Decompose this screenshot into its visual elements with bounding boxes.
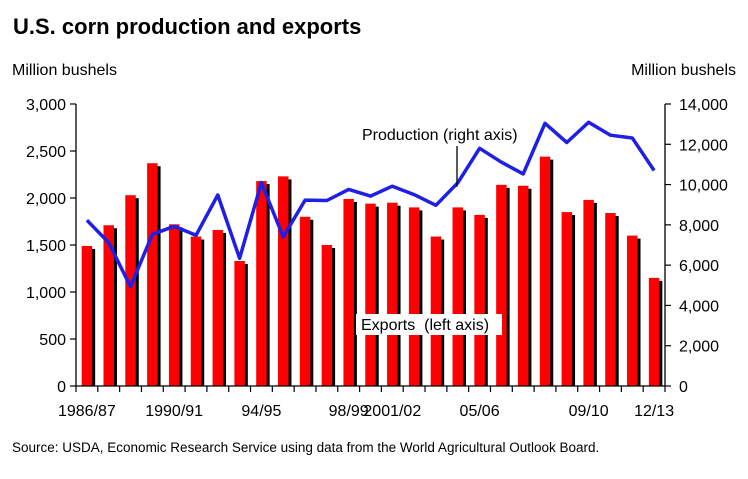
- export-bar: [583, 199, 594, 386]
- production-annotation-background: [358, 124, 530, 145]
- right-axis-tick-label: 0: [679, 379, 688, 396]
- export-bar: [234, 260, 245, 386]
- export-bar: [278, 176, 289, 386]
- right-axis-tick-label: 8,000: [679, 218, 719, 235]
- right-axis-tick-label: 2,000: [679, 339, 719, 356]
- export-bar: [190, 236, 202, 386]
- x-axis-tick-label: 1986/87: [58, 403, 116, 420]
- export-bar: [103, 225, 114, 386]
- exports-annotation: Exports (left axis): [361, 317, 489, 334]
- left-axis-tick-label: 1,000: [26, 285, 66, 302]
- right-axis-tick-label: 6,000: [679, 258, 719, 275]
- export-bars: [81, 156, 663, 386]
- export-bar: [147, 163, 158, 386]
- x-axis-tick-label: 2001/02: [363, 403, 421, 420]
- source-note: Source: USDA, Economic Research Service …: [12, 440, 600, 455]
- export-bar: [496, 184, 507, 386]
- export-bar: [430, 236, 442, 386]
- right-axis-unit-label: Million bushels: [631, 62, 736, 79]
- left-axis-unit-label: Million bushels: [12, 62, 117, 79]
- x-axis-tick-label: 94/95: [241, 403, 281, 420]
- left-axis-tick-label: 3,000: [26, 97, 66, 114]
- export-bar: [408, 207, 420, 386]
- production-points: [86, 122, 655, 287]
- axis-ticks: 0 500 1,000 1,500 2,000 2,500 3,000 0 2,000 4,000…: [26, 97, 728, 420]
- export-bar: [474, 214, 485, 386]
- left-axis-tick-label: 500: [39, 332, 66, 349]
- export-bar: [321, 245, 333, 386]
- export-bar: [605, 213, 616, 386]
- export-bar: [81, 245, 93, 386]
- x-axis-tick-label: 98/99: [329, 403, 369, 420]
- right-axis-tick-label: 12,000: [679, 137, 728, 154]
- export-bar: [168, 224, 180, 386]
- right-axis-tick-label: 10,000: [679, 178, 728, 195]
- export-bar: [365, 203, 376, 386]
- exports-annotation-background: [356, 314, 502, 335]
- production-annotation: Production (right axis): [362, 127, 518, 144]
- export-bar: [387, 202, 398, 386]
- left-axis-tick-label: 0: [57, 379, 66, 396]
- export-bar: [212, 229, 224, 386]
- export-bar: [517, 185, 529, 386]
- export-bar: [648, 277, 660, 386]
- export-bar: [452, 207, 463, 386]
- export-bar: [627, 235, 638, 386]
- export-bar: [561, 212, 573, 386]
- x-axis-tick-label: 1990/91: [145, 403, 203, 420]
- export-bar: [343, 198, 354, 386]
- left-axis-tick-label: 1,500: [26, 238, 66, 255]
- right-axis-tick-label: 14,000: [679, 97, 728, 114]
- export-bar: [256, 181, 267, 386]
- right-axis-tick-label: 4,000: [679, 298, 719, 315]
- x-axis-tick-label: 12/13: [634, 403, 674, 420]
- x-axis-tick-label: 05/06: [460, 403, 500, 420]
- left-axis-tick-label: 2,500: [26, 144, 66, 161]
- export-bar: [125, 195, 136, 386]
- left-axis-tick-label: 2,000: [26, 191, 66, 208]
- export-bar: [299, 216, 311, 386]
- export-bar: [539, 156, 551, 386]
- chart-title: U.S. corn production and exports: [13, 14, 362, 39]
- x-axis-tick-label: 09/10: [569, 403, 609, 420]
